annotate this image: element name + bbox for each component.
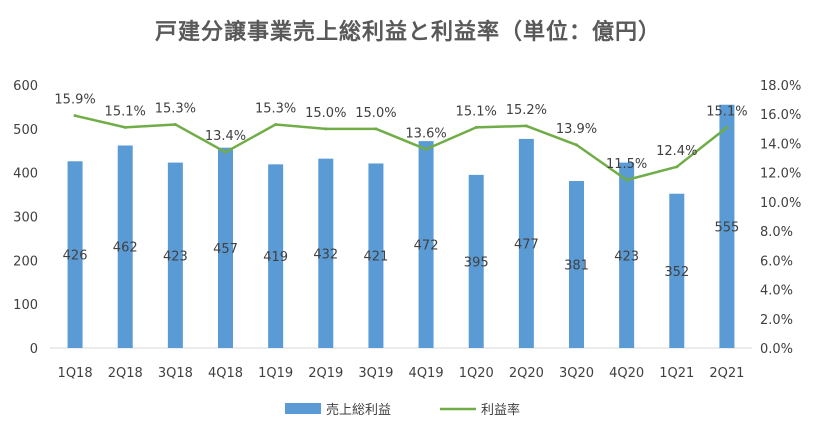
- line-data-label: 15.0%: [305, 106, 346, 121]
- bar: [518, 138, 534, 348]
- bar: [669, 193, 685, 348]
- bar-data-label: 421: [364, 250, 389, 265]
- y-right-tick-label: 2.0%: [760, 313, 793, 328]
- x-tick-label: 2Q18: [108, 366, 143, 381]
- bar-data-label: 457: [213, 242, 238, 257]
- y-left-tick-label: 600: [13, 79, 38, 94]
- y-right-tick-label: 18.0%: [760, 79, 801, 94]
- bar: [67, 161, 83, 348]
- bar: [468, 174, 484, 348]
- x-tick-label: 2Q20: [509, 366, 544, 381]
- y-left-tick-label: 0: [30, 342, 38, 357]
- bar: [619, 162, 635, 348]
- legend-label: 売上総利益: [326, 402, 391, 418]
- y-right-tick-label: 6.0%: [760, 254, 793, 269]
- bar-data-label: 423: [163, 249, 188, 264]
- bar: [167, 162, 183, 348]
- bar: [218, 147, 233, 348]
- line-data-label: 11.5%: [606, 157, 647, 172]
- bar-data-label: 381: [564, 258, 589, 273]
- line-data-label: 13.9%: [556, 122, 597, 137]
- bar-data-label: 462: [113, 241, 138, 256]
- x-tick-label: 1Q18: [58, 366, 93, 381]
- line-data-label: 15.1%: [456, 104, 497, 119]
- legend-label: 利益率: [481, 402, 520, 418]
- line-point: [123, 125, 127, 129]
- y-right-tick-label: 4.0%: [760, 284, 793, 299]
- x-tick-label: 4Q19: [409, 366, 444, 381]
- bar-data-label: 472: [414, 239, 439, 254]
- line-point: [725, 125, 729, 129]
- bar-data-label: 352: [664, 265, 689, 280]
- line-point: [274, 122, 278, 126]
- chart-title: 戸建分譲事業売上総利益と利益率（単位：億円）: [154, 20, 661, 45]
- bar-data-label: 423: [614, 249, 639, 264]
- bar: [418, 141, 434, 348]
- bar: [719, 104, 735, 348]
- line-point: [73, 114, 77, 118]
- bar-data-label: 477: [514, 237, 539, 252]
- line-data-label: 15.9%: [54, 93, 95, 108]
- line-point: [625, 178, 629, 182]
- y-left-tick-label: 300: [13, 211, 38, 226]
- x-tick-label: 2Q21: [709, 366, 744, 381]
- bar: [268, 164, 284, 348]
- line-point: [524, 124, 528, 128]
- legend-swatch-bar: [285, 403, 321, 414]
- line-data-label: 15.2%: [506, 103, 547, 118]
- y-right-tick-label: 8.0%: [760, 225, 793, 240]
- x-tick-label: 4Q20: [609, 366, 644, 381]
- line-data-label: 13.4%: [205, 129, 246, 144]
- bar: [569, 180, 584, 348]
- y-left-tick-label: 100: [13, 298, 38, 313]
- x-tick-label: 3Q20: [559, 366, 594, 381]
- y-left-tick-label: 400: [13, 167, 38, 182]
- bar-data-label: 432: [313, 247, 338, 262]
- bar: [368, 163, 384, 348]
- line-data-label: 12.4%: [656, 144, 697, 159]
- bar-data-label: 395: [464, 255, 489, 270]
- line-data-label: 15.1%: [706, 104, 747, 119]
- line-point: [224, 150, 227, 154]
- bar: [117, 145, 133, 348]
- line-point: [474, 125, 478, 129]
- line-point: [173, 122, 177, 126]
- x-tick-label: 2Q19: [308, 366, 343, 381]
- line-point: [675, 165, 679, 169]
- bar: [318, 158, 334, 348]
- line-data-label: 13.6%: [405, 126, 446, 141]
- x-tick-label: 3Q19: [358, 366, 393, 381]
- x-tick-label: 1Q20: [459, 366, 494, 381]
- bar-data-label: 419: [263, 250, 288, 265]
- line-series-rate: [74, 114, 728, 182]
- line-data-label: 15.3%: [255, 101, 296, 116]
- line-data-label: 15.1%: [105, 104, 146, 119]
- line-point: [324, 127, 328, 131]
- y-right-tick-label: 16.0%: [760, 108, 801, 123]
- y-right-tick-label: 14.0%: [760, 137, 801, 152]
- bar-data-label: 555: [715, 220, 740, 235]
- x-tick-label: 3Q18: [158, 366, 193, 381]
- line-point: [374, 127, 378, 131]
- line-data-label: 15.3%: [155, 101, 196, 116]
- y-left-tick-label: 200: [13, 254, 38, 269]
- line-point: [424, 147, 428, 151]
- line-point: [575, 143, 578, 147]
- x-tick-label: 4Q18: [208, 366, 243, 381]
- y-right-tick-label: 12.0%: [760, 167, 801, 182]
- bar-data-label: 426: [63, 249, 88, 264]
- y-right-tick-label: 10.0%: [760, 196, 801, 211]
- x-tick-label: 1Q19: [258, 366, 293, 381]
- y-left-tick-label: 500: [13, 123, 38, 138]
- y-right-tick-label: 0.0%: [760, 342, 793, 357]
- x-tick-label: 1Q21: [659, 366, 694, 381]
- line-data-label: 15.0%: [355, 106, 396, 121]
